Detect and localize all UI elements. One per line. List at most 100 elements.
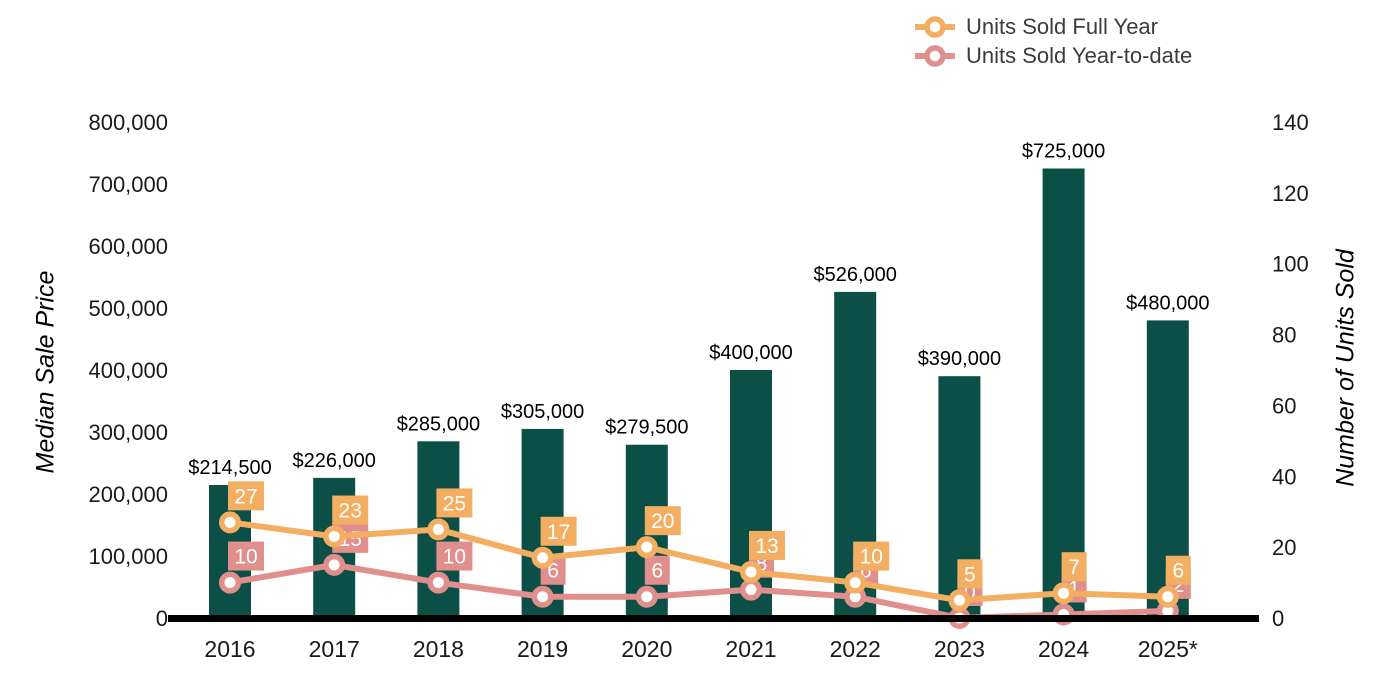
marker-units-sold-full-year-2021 xyxy=(740,560,762,583)
value-box-units-sold-full-year-2020 xyxy=(644,506,681,536)
left-axis-tick-label: 500,000 xyxy=(88,296,168,321)
marker-units-sold-full-year-2016 xyxy=(219,511,241,534)
bar-value-label-2021: $400,000 xyxy=(709,342,792,364)
value-label-units-sold-full-year-2016: 27 xyxy=(234,485,257,508)
left-axis-tick-label: 700,000 xyxy=(88,172,168,197)
value-label-units-sold-full-year-2019: 17 xyxy=(547,521,570,544)
value-label-units-sold-full-year-2021: 13 xyxy=(755,535,778,558)
marker-units-sold-full-year-2022 xyxy=(844,571,867,594)
marker-units-sold-year-to-date-2021 xyxy=(740,578,762,601)
x-axis-line xyxy=(168,615,1259,622)
left-axis-title: Median Sale Price xyxy=(31,270,60,474)
value-label-units-sold-full-year-2023: 5 xyxy=(964,563,976,586)
bar-value-label-2023: $390,000 xyxy=(918,348,1001,370)
legend-item-full-year: Units Sold Full Year xyxy=(912,14,1192,40)
x-axis-label-2022: 2022 xyxy=(830,636,881,662)
legend-label-full-year: Units Sold Full Year xyxy=(966,14,1158,39)
line-units-sold-year-to-date xyxy=(227,561,1171,621)
bar-value-label-2025: $480,000 xyxy=(1126,292,1209,314)
value-label-units-sold-year-to-date-2022: 6 xyxy=(860,560,872,583)
value-label-units-sold-full-year-2018: 25 xyxy=(443,492,466,515)
right-axis-tick-label: 20 xyxy=(1272,535,1296,560)
value-label-units-sold-year-to-date-2023: 0 xyxy=(964,581,976,604)
x-axis-label-2024: 2024 xyxy=(1038,636,1089,662)
x-axis-label-2021: 2021 xyxy=(725,636,776,662)
value-label-units-sold-full-year-2024: 7 xyxy=(1068,556,1080,579)
x-axis-label-2020: 2020 xyxy=(621,636,672,662)
value-box-units-sold-full-year-2025 xyxy=(1165,555,1191,585)
value-box-units-sold-full-year-2016 xyxy=(228,481,264,511)
left-axis-tick-label: 800,000 xyxy=(88,110,168,135)
marker-units-sold-full-year-2019 xyxy=(531,546,554,569)
value-box-units-sold-full-year-2021 xyxy=(749,530,785,560)
marker-units-sold-full-year-2017 xyxy=(323,525,346,548)
right-axis-title: Number of Units Sold xyxy=(1331,249,1360,487)
value-box-units-sold-full-year-2018 xyxy=(436,488,473,518)
marker-units-sold-year-to-date-2017 xyxy=(323,553,346,576)
value-label-units-sold-year-to-date-2016: 10 xyxy=(234,546,257,569)
left-axis-tick-label: 400,000 xyxy=(88,358,168,383)
value-box-units-sold-year-to-date-2020 xyxy=(644,555,670,585)
marker-units-sold-year-to-date-2016 xyxy=(219,571,241,594)
line-units-sold-full-year xyxy=(227,519,1171,604)
value-label-units-sold-year-to-date-2025: 2 xyxy=(1172,574,1184,597)
value-box-units-sold-full-year-2024 xyxy=(1061,552,1087,582)
x-axis-label-2016: 2016 xyxy=(204,636,255,662)
legend-label-ytd: Units Sold Year-to-date xyxy=(966,43,1193,68)
marker-units-sold-full-year-2020 xyxy=(635,536,658,559)
value-label-units-sold-full-year-2025: 6 xyxy=(1172,560,1184,583)
x-axis-label-2017: 2017 xyxy=(309,636,360,662)
left-axis-tick-label: 300,000 xyxy=(88,420,168,445)
bar-value-label-2016: $214,500 xyxy=(188,457,271,479)
marker-units-sold-year-to-date-2018 xyxy=(427,571,450,594)
x-axis-label-2025: 2025* xyxy=(1138,636,1198,662)
left-axis-tick-label: 600,000 xyxy=(88,234,168,259)
bar-value-label-2019: $305,000 xyxy=(501,401,584,423)
x-axis-label-2023: 2023 xyxy=(934,636,985,662)
value-box-units-sold-full-year-2017 xyxy=(332,495,369,525)
right-axis-tick-label: 40 xyxy=(1272,464,1296,489)
left-axis-tick-label: 100,000 xyxy=(88,544,168,569)
value-box-units-sold-full-year-2019 xyxy=(540,516,577,546)
value-label-units-sold-year-to-date-2024: 1 xyxy=(1068,577,1080,600)
value-label-units-sold-year-to-date-2019: 6 xyxy=(547,560,559,583)
marker-units-sold-full-year-2018 xyxy=(427,518,450,541)
right-axis-tick-label: 100 xyxy=(1272,252,1309,277)
marker-units-sold-year-to-date-2020 xyxy=(635,585,658,608)
value-box-units-sold-full-year-2023 xyxy=(957,559,983,589)
right-axis-tick-label: 80 xyxy=(1272,323,1296,348)
bar-value-label-2017: $226,000 xyxy=(292,450,375,472)
marker-units-sold-full-year-2024 xyxy=(1052,582,1075,605)
marker-units-sold-year-to-date-2019 xyxy=(531,585,554,608)
bar-2024 xyxy=(1042,168,1085,618)
right-axis-tick-label: 0 xyxy=(1272,606,1284,631)
value-label-units-sold-full-year-2022: 10 xyxy=(860,546,883,569)
bar-value-label-2024: $725,000 xyxy=(1022,141,1105,163)
value-label-units-sold-full-year-2017: 23 xyxy=(339,500,362,523)
marker-units-sold-full-year-2025 xyxy=(1156,585,1179,608)
value-label-units-sold-year-to-date-2020: 6 xyxy=(651,560,663,583)
ytd-legend-marker-icon xyxy=(915,45,955,67)
marker-units-sold-full-year-2023 xyxy=(948,589,971,612)
right-axis-tick-label: 140 xyxy=(1272,110,1309,135)
value-box-units-sold-full-year-2022 xyxy=(853,541,890,571)
value-label-units-sold-year-to-date-2021: 8 xyxy=(756,553,768,576)
right-axis-tick-label: 120 xyxy=(1272,181,1309,206)
value-box-units-sold-year-to-date-2018 xyxy=(436,541,473,571)
bar-value-label-2022: $526,000 xyxy=(813,264,896,286)
full-year-legend-marker-icon xyxy=(915,16,955,38)
right-axis-tick-label: 60 xyxy=(1272,393,1296,418)
value-label-units-sold-year-to-date-2018: 10 xyxy=(443,546,466,569)
x-axis-label-2019: 2019 xyxy=(517,636,568,662)
legend-item-ytd: Units Sold Year-to-date xyxy=(912,43,1192,69)
value-label-units-sold-full-year-2020: 20 xyxy=(651,510,674,533)
bar-value-label-2020: $279,500 xyxy=(605,417,688,439)
legend: Units Sold Full Year Units Sold Year-to-… xyxy=(912,14,1192,69)
value-box-units-sold-year-to-date-2016 xyxy=(228,541,264,571)
x-axis-label-2018: 2018 xyxy=(413,636,464,662)
left-axis-tick-label: 0 xyxy=(156,606,168,631)
left-axis-tick-label: 200,000 xyxy=(88,482,168,507)
bar-value-label-2018: $285,000 xyxy=(397,413,480,435)
